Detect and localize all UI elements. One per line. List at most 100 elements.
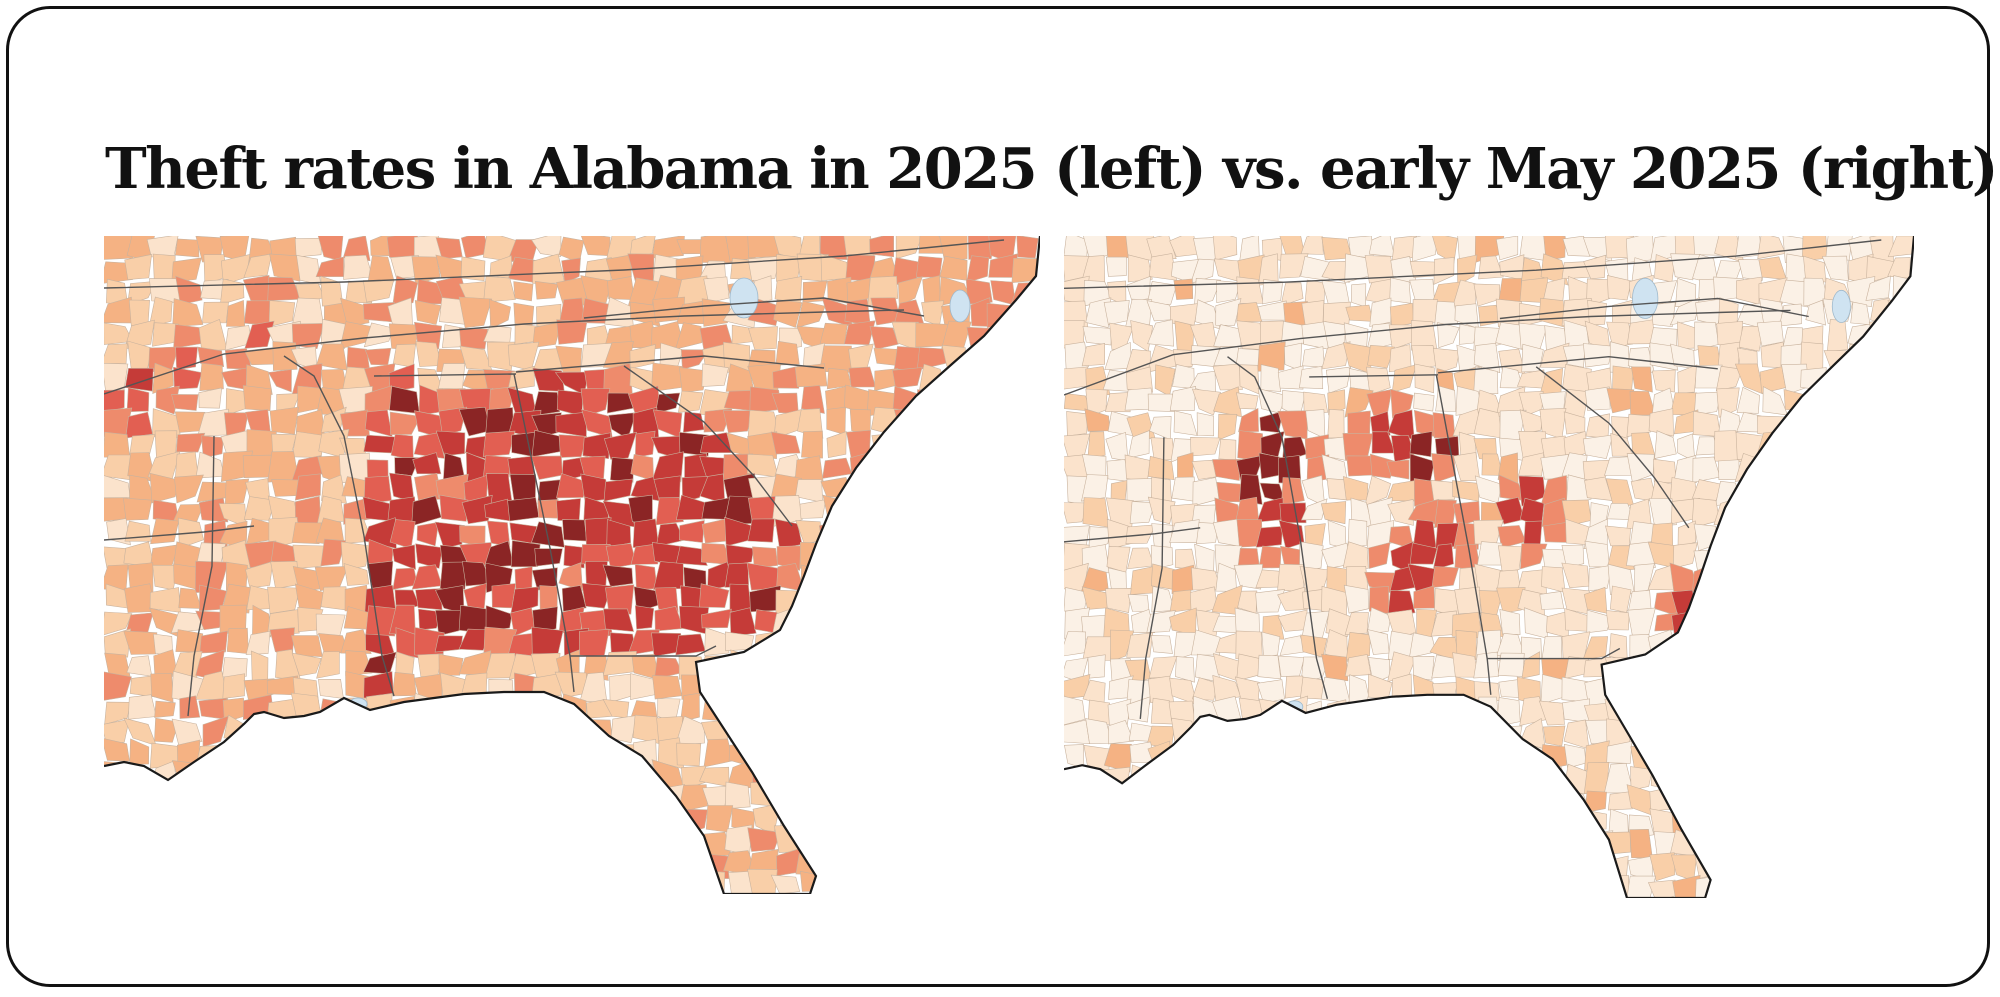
county-cell [1364, 874, 1392, 898]
county-cell [1606, 275, 1632, 301]
county-cell [795, 650, 824, 674]
county-cell [1343, 742, 1374, 767]
county-cell [795, 479, 824, 503]
county-cell [1873, 496, 1896, 529]
county-cell [916, 694, 948, 724]
county-cell [1871, 454, 1893, 480]
county-cell [655, 870, 682, 894]
county-cell [1104, 828, 1133, 856]
county-cell [1016, 587, 1040, 612]
county-cell [1560, 808, 1592, 838]
county-cell [1801, 542, 1824, 572]
county-cell [1823, 831, 1853, 856]
county-cell [917, 628, 949, 659]
county-cell [1255, 525, 1283, 548]
county-cell [1802, 565, 1831, 590]
county-cell [819, 606, 852, 636]
county-cell [1632, 655, 1657, 676]
county-cell [1233, 724, 1264, 748]
county-cell [1148, 656, 1178, 679]
county-cell [1889, 474, 1914, 502]
county-cell [1497, 545, 1523, 573]
county-cell [988, 517, 1015, 545]
county-cell [1190, 629, 1221, 656]
map-right-theft-may-2025[interactable] [1064, 236, 1914, 898]
county-cell [419, 804, 442, 835]
county-cell [699, 766, 730, 787]
county-cell [1368, 236, 1395, 258]
county-cell [1518, 452, 1545, 477]
state-border [1227, 356, 1329, 699]
county-cell [894, 679, 919, 701]
county-cell [1714, 786, 1742, 815]
county-cell [1871, 719, 1893, 748]
county-cell [989, 765, 1020, 790]
county-cell [531, 236, 562, 258]
county-cell [1586, 874, 1613, 898]
county-cell [1150, 437, 1175, 461]
county-cell [962, 455, 996, 482]
county-cell [1347, 410, 1371, 436]
county-cell [1717, 459, 1740, 481]
county-cell [897, 604, 921, 637]
county-cell [1649, 786, 1677, 812]
county-cell [941, 582, 967, 615]
county-cell [536, 810, 565, 836]
county-cell [1175, 656, 1195, 683]
county-cell [1867, 433, 1897, 462]
county-cell [874, 803, 898, 835]
county-cell [1257, 809, 1285, 832]
county-cell [174, 238, 200, 258]
county-cell [1734, 743, 1765, 772]
county-cell [339, 297, 370, 328]
county-cell [1213, 787, 1243, 817]
map-left-theft-2025[interactable] [104, 236, 1040, 894]
county-cell [1716, 699, 1745, 729]
county-cell [1715, 762, 1743, 794]
county-cell [1257, 341, 1286, 372]
county-cell [1823, 631, 1853, 660]
county-cell [746, 562, 780, 591]
county-cell [438, 715, 469, 741]
county-cell [1017, 827, 1040, 856]
county-cell [914, 670, 944, 702]
county-cell [363, 808, 396, 832]
county-cell [387, 764, 421, 790]
county-cell [460, 850, 493, 874]
county-cell [602, 650, 637, 676]
county-cell [1782, 431, 1810, 457]
county-cell [1011, 630, 1040, 660]
county-cell [821, 744, 852, 769]
county-cell [963, 583, 997, 612]
county-cell [294, 495, 322, 527]
county-cell [562, 737, 585, 769]
county-cell [1735, 541, 1766, 572]
county-layer [104, 236, 1040, 894]
county-cell [1217, 413, 1238, 441]
county-cell [772, 744, 804, 764]
county-cell [390, 869, 420, 894]
county-cell [148, 296, 173, 328]
county-cell [316, 651, 340, 679]
county-cell [826, 431, 847, 459]
county-cell [963, 850, 994, 879]
county-cell [1257, 654, 1282, 680]
county-cell [513, 281, 534, 302]
county-cell [630, 543, 659, 565]
county-cell [1756, 586, 1784, 613]
county-cell [195, 850, 224, 874]
county-cell [1345, 631, 1371, 661]
county-cell [268, 300, 296, 328]
county-cell [1451, 741, 1475, 765]
county-cell [363, 434, 397, 454]
county-cell [917, 407, 949, 438]
county-cell [1064, 695, 1086, 726]
county-cell [846, 547, 872, 572]
county-cell [1844, 701, 1872, 728]
county-cell [1300, 720, 1327, 748]
county-cell [1693, 633, 1716, 659]
county-cell [892, 721, 919, 739]
county-cell [1891, 591, 1914, 616]
county-cell [1212, 743, 1241, 773]
county-cell [1190, 321, 1218, 350]
